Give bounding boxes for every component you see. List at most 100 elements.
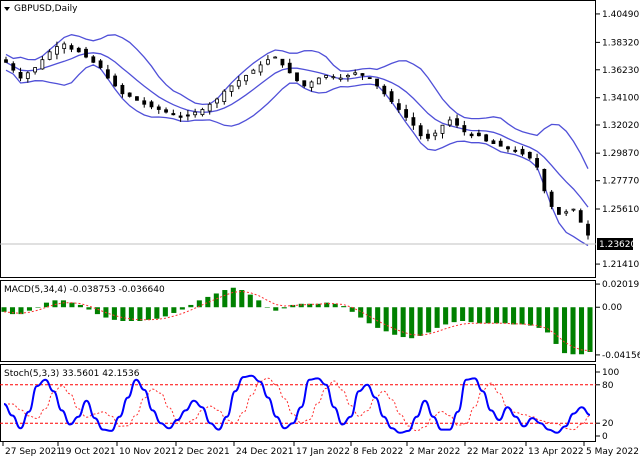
time-tick-label: 24 Dec 2021 — [236, 447, 294, 457]
macd-bar — [26, 307, 33, 311]
candle-body — [447, 119, 452, 126]
price-tick-label: 1.29870 — [602, 149, 639, 159]
current-price-label: 1.23620 — [599, 240, 636, 250]
candle-body — [484, 134, 489, 142]
candle-body — [142, 100, 147, 105]
candle-body — [98, 60, 103, 68]
price-panel-frame — [0, 0, 596, 278]
macd-tick-label: 0.020197 — [602, 280, 640, 290]
price-tick-label: 1.27770 — [602, 177, 639, 187]
macd-bar — [128, 307, 134, 321]
macd-tick-label: 0.00 — [602, 303, 622, 313]
time-tick-label: 2 Mar 2022 — [409, 447, 460, 457]
candle-body — [47, 51, 52, 60]
macd-bar — [1, 307, 7, 312]
macd-bar — [570, 307, 576, 355]
candle-body — [164, 109, 168, 113]
macd-bar — [561, 307, 568, 354]
dropdown-arrow-icon[interactable] — [4, 7, 10, 11]
macd-bar — [366, 307, 372, 324]
time-tick-label: 27 Sep 2021 — [5, 447, 62, 457]
macd-bar — [578, 307, 585, 355]
macd-bar — [502, 307, 508, 324]
candle-body — [571, 208, 576, 211]
candle-body — [455, 118, 459, 126]
macd-tick-label: -0.04156 — [602, 351, 640, 361]
price-axis: 1.40490 1.38320 1.36230 1.34100 1.32020 1.298… — [596, 10, 639, 270]
macd-bar — [52, 300, 58, 308]
macd-bar — [519, 307, 525, 325]
candle-body — [4, 59, 8, 63]
candle-body — [149, 101, 154, 108]
candle-body — [265, 59, 270, 65]
macd-bar — [426, 307, 432, 333]
candle-body — [578, 210, 583, 223]
macd-bar — [417, 307, 423, 336]
stoch-main-line — [3, 374, 591, 434]
stoch-signal-line — [3, 377, 591, 432]
macd-bar — [485, 307, 491, 324]
macd-bar — [9, 307, 16, 315]
bollinger-bands — [5, 34, 589, 247]
candle-body — [215, 98, 219, 104]
macd-bar — [545, 307, 551, 333]
macd-bar — [468, 307, 474, 323]
macd-bar — [332, 303, 338, 308]
macd-bar — [494, 307, 500, 324]
macd-bar — [341, 306, 347, 308]
candle-body — [156, 106, 161, 110]
stoch-axis: 100 80 20 0 — [596, 368, 619, 442]
candle-body — [382, 85, 387, 95]
candle-body — [273, 56, 278, 59]
candle-body — [207, 103, 212, 112]
price-candles — [4, 41, 590, 240]
macd-bar — [553, 307, 559, 344]
candle-body — [222, 90, 227, 102]
candle-body — [396, 103, 401, 110]
candle-body — [200, 109, 205, 116]
candle-body — [18, 71, 23, 79]
candle-body — [360, 73, 365, 76]
price-tick-label: 1.38320 — [602, 38, 639, 48]
time-tick-label: 19 Oct 2021 — [60, 447, 116, 457]
candle-body — [55, 46, 59, 55]
candle-body — [469, 133, 474, 137]
candle-body — [433, 132, 438, 137]
macd-bar — [60, 300, 66, 308]
macd-bar — [18, 307, 24, 315]
macd-bar — [587, 307, 593, 352]
bollinger-upper — [5, 34, 589, 169]
candle-body — [84, 48, 88, 58]
macd-bar — [315, 303, 321, 308]
macd-bar — [239, 290, 245, 308]
macd-bar — [145, 307, 151, 320]
macd-bar — [358, 307, 364, 318]
time-tick-label: 13 Apr 2022 — [528, 447, 584, 457]
macd-bar — [230, 287, 236, 308]
time-tick-label: 2 Dec 2021 — [178, 447, 230, 457]
candle-body — [476, 132, 481, 137]
candle-body — [346, 75, 350, 78]
stoch-tick-label: 20 — [602, 419, 614, 429]
candle-body — [69, 45, 74, 50]
macd-histogram — [1, 287, 593, 355]
candle-body — [236, 80, 241, 87]
candle-body — [338, 77, 343, 80]
candle-body — [324, 75, 329, 78]
candle-body — [411, 117, 416, 126]
macd-bar — [460, 307, 466, 321]
price-tick-label: 1.25610 — [602, 205, 639, 215]
price-tick-label: 1.32020 — [602, 121, 639, 131]
price-tick-label: 1.21410 — [602, 260, 639, 270]
candle-body — [404, 109, 409, 118]
macd-bar — [69, 302, 75, 308]
candle-body — [11, 63, 16, 71]
candle-body — [491, 140, 496, 144]
candle-body — [498, 140, 503, 147]
candle-body — [287, 62, 292, 74]
stoch-tick-label: 100 — [602, 368, 619, 378]
macd-bar — [383, 307, 389, 332]
candle-body — [513, 149, 518, 152]
candle-body — [91, 56, 96, 63]
time-tick-label: 8 Feb 2022 — [353, 447, 403, 457]
